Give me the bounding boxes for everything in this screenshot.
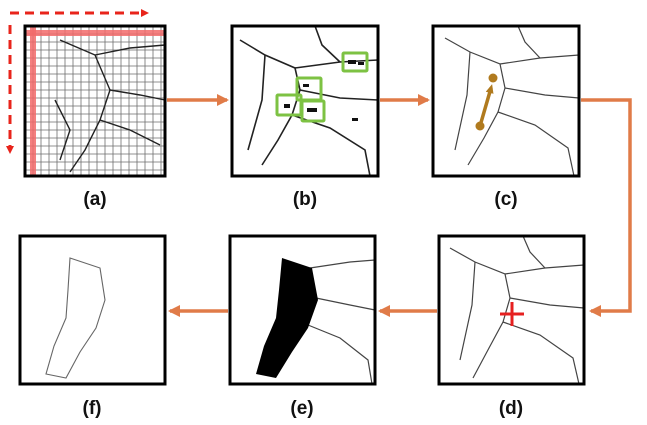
panel-b-border [230,24,380,178]
panel-a-border [23,24,167,178]
parcel-boundaries [449,235,585,385]
seed-point-cross [500,302,524,326]
scan-direction-arrows [6,9,149,154]
panel-labels: (a) (b) (c) (d) (e) (f) [83,189,524,419]
panel-c [431,24,581,178]
detection-box [300,99,326,123]
panel-f [18,234,167,386]
parcel-boundaries [444,25,580,177]
panel-label-c: (c) [494,189,517,210]
flow-arrow-c-to-d [581,98,632,317]
direction-arrow [475,73,498,131]
parcel-boundaries [307,259,376,385]
flow-arrows [167,94,632,317]
grid-highlight-rows [25,26,165,176]
panel-label-a: (a) [83,189,106,210]
panel-label-b: (b) [293,189,317,210]
panel-c-border [431,24,581,178]
panel-label-e: (e) [290,398,313,419]
panel-f-border [18,234,167,386]
detection-boxes [275,51,369,123]
panel-label-f: (f) [83,398,102,419]
panel-a [23,24,167,178]
filled-region [256,258,318,378]
parcel-boundaries [54,39,166,173]
detection-box [341,51,369,73]
panel-d-border [437,234,586,386]
panel-e-border [228,234,377,386]
extracted-region-outline [45,257,106,379]
panel-e [228,234,377,386]
parcel-boundaries [239,25,379,177]
panel-d [437,234,586,386]
map-grid [25,26,165,176]
panel-b [230,24,380,178]
map-annotations [284,60,364,121]
panel-label-d: (d) [499,398,523,419]
